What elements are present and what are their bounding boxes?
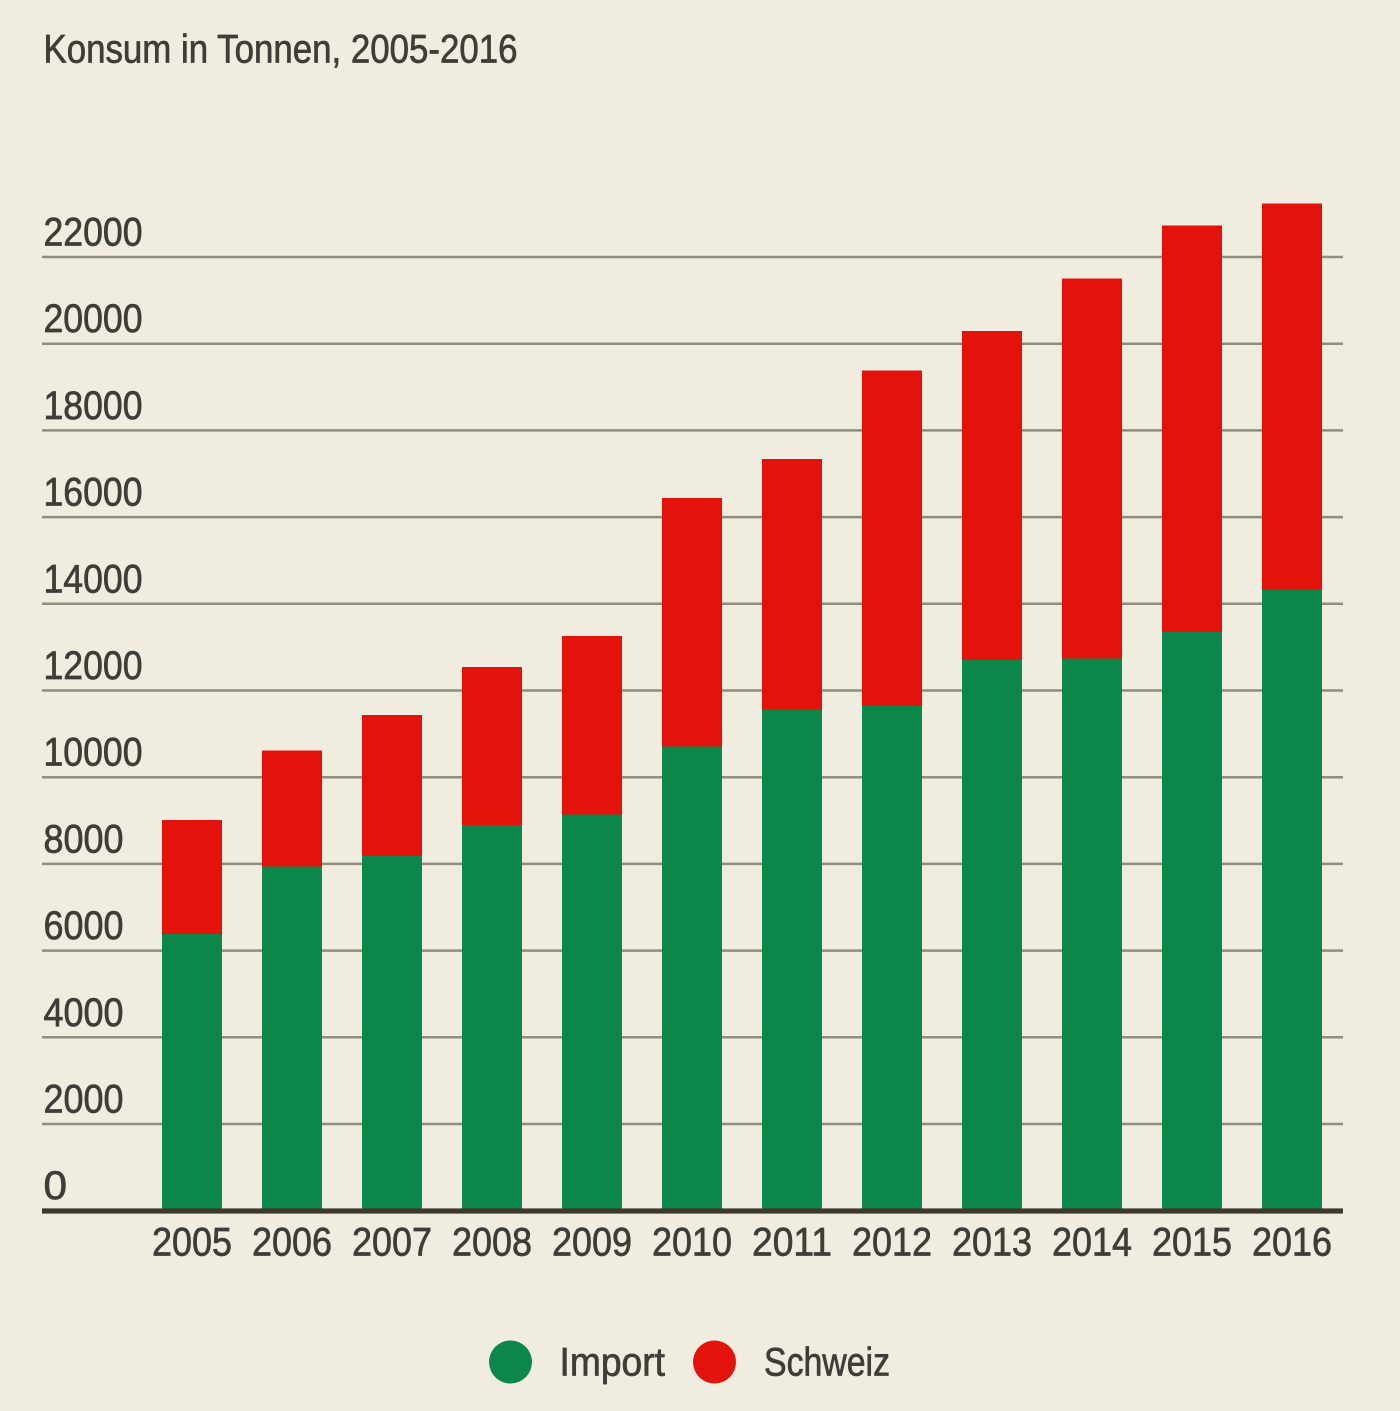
svg-text:Import: Import <box>560 1341 666 1385</box>
svg-text:2016: 2016 <box>1252 1221 1332 1265</box>
svg-text:10000: 10000 <box>44 731 143 775</box>
svg-text:6000: 6000 <box>44 904 124 948</box>
svg-text:0: 0 <box>44 1164 68 1208</box>
svg-text:2011: 2011 <box>752 1221 832 1265</box>
svg-text:2014: 2014 <box>1052 1221 1132 1265</box>
svg-text:14000: 14000 <box>44 557 143 601</box>
svg-text:22000: 22000 <box>44 211 143 255</box>
svg-text:12000: 12000 <box>44 644 143 688</box>
svg-text:2015: 2015 <box>1152 1221 1232 1265</box>
svg-text:2005: 2005 <box>152 1221 232 1265</box>
svg-text:16000: 16000 <box>44 471 143 515</box>
svg-text:2009: 2009 <box>552 1221 632 1265</box>
svg-text:2008: 2008 <box>452 1221 532 1265</box>
svg-text:2010: 2010 <box>652 1221 732 1265</box>
svg-text:Schweiz: Schweiz <box>764 1341 890 1385</box>
svg-text:Konsum in Tonnen, 2005-2016: Konsum in Tonnen, 2005-2016 <box>44 28 518 72</box>
svg-text:8000: 8000 <box>44 817 124 861</box>
svg-text:2012: 2012 <box>852 1221 932 1265</box>
svg-text:2013: 2013 <box>952 1221 1032 1265</box>
svg-text:2007: 2007 <box>352 1221 432 1265</box>
svg-text:4000: 4000 <box>44 991 124 1035</box>
svg-text:2006: 2006 <box>252 1221 332 1265</box>
svg-text:20000: 20000 <box>44 297 143 341</box>
svg-text:18000: 18000 <box>44 384 143 428</box>
svg-text:2000: 2000 <box>44 1078 124 1122</box>
